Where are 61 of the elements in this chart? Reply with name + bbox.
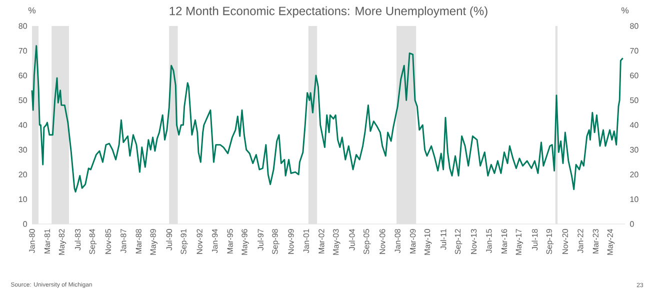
x-tick-label: Mar-95 [227, 229, 233, 254]
x-tick-label: Mar-09 [410, 229, 416, 254]
y-tick-label: 0 [23, 221, 27, 227]
x-tick-label: Nov-92 [196, 229, 202, 254]
x-tick-label: Mar-81 [44, 229, 50, 254]
x-tick-label: May-24 [607, 228, 614, 255]
x-tick-label: May-96 [242, 229, 249, 255]
x-tick-label: Jul-18 [532, 229, 538, 250]
y2-tick-label: 60 [630, 72, 638, 78]
x-tick-label: Nov-99 [288, 229, 294, 254]
y2-axis-title: % [621, 7, 629, 14]
x-tick-label: Sep-05 [364, 229, 371, 254]
x-tick-label: Jul-83 [74, 229, 81, 250]
x-tick-label: Nov-06 [380, 229, 386, 254]
x-tick-label: Nov-20 [562, 229, 568, 254]
y2-tick-label: 70 [630, 48, 638, 54]
chart-title: 12 Month Economic Expectations: More Unemployment (%) [170, 6, 488, 18]
y2-tick-label: 30 [630, 146, 638, 153]
x-tick-label: Jul-97 [258, 229, 264, 250]
x-tick-label: Mar-02 [318, 229, 324, 254]
y2-tick-label: 40 [630, 122, 638, 128]
x-tick-label: Mar-16 [501, 229, 508, 254]
x-tick-label: Sep-98 [272, 229, 280, 254]
x-tick-label: Jan-94 [212, 228, 218, 254]
x-tick-label: Sep-84 [89, 228, 97, 254]
x-tick-label: Nov-85 [105, 229, 112, 254]
y-tick-label: 80 [18, 23, 27, 29]
x-tick-label: Jan-87 [120, 229, 126, 254]
x-tick-label: Nov-13 [470, 229, 477, 254]
x-tick-label: May-82 [58, 229, 66, 255]
x-tick-label: Sep-12 [454, 229, 462, 254]
y-tick-label: 10 [18, 196, 27, 202]
x-tick-label: Sep-19 [546, 229, 554, 254]
x-tick-label: Jan-15 [486, 229, 492, 254]
x-tick-label: Mar-23 [592, 229, 598, 254]
x-tick-label: May-03 [333, 229, 340, 255]
y-tick-label: 50 [18, 97, 27, 104]
y-tick-label: 20 [18, 172, 27, 178]
y-axis-title: % [28, 7, 36, 14]
line-series [31, 45, 624, 193]
x-tick-label: Mar-88 [136, 229, 142, 254]
y2-tick-label: 20 [630, 172, 638, 178]
y-tick-label: 70 [18, 48, 27, 54]
y2-tick-label: 0 [630, 221, 634, 227]
x-tick-label: May-10 [424, 229, 432, 255]
y-tick-label: 60 [18, 72, 27, 78]
x-tick-label: Jan-01 [303, 229, 310, 254]
y2-tick-label: 50 [630, 97, 638, 104]
x-tick-label: Jul-90 [166, 229, 172, 250]
y-tick-label: 30 [18, 146, 27, 153]
x-tick-label: Jul-04 [348, 228, 355, 250]
y-tick-label: 40 [18, 122, 27, 128]
x-tick-label: Jan-22 [578, 229, 584, 254]
x-tick-label: Sep-91 [180, 229, 188, 254]
x-tick-label: Jan-80 [29, 229, 35, 254]
x-tick-label: Jul-11 [440, 229, 446, 250]
y2-tick-label: 80 [630, 23, 638, 29]
x-tick-label: May-17 [516, 229, 524, 255]
x-tick-label: Jan-08 [394, 229, 400, 254]
y2-tick-label: 10 [630, 196, 638, 202]
x-tick-label: May-89 [150, 229, 158, 255]
